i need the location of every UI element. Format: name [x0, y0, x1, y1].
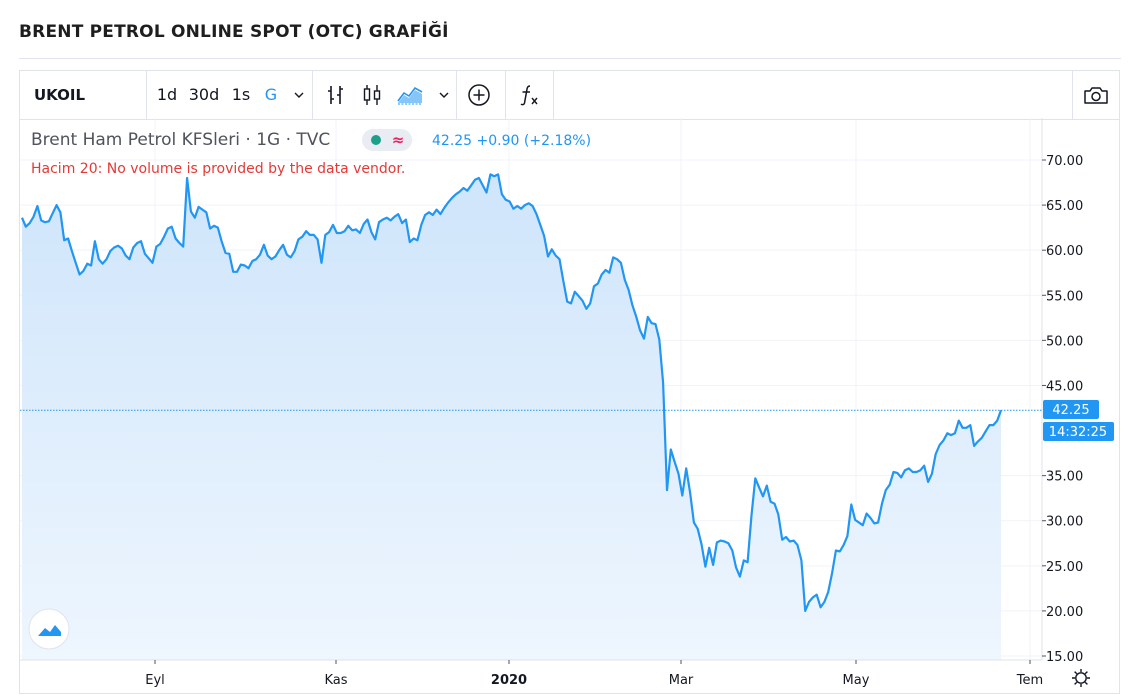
- last-price-text: 42.25: [1052, 403, 1089, 418]
- price-tick-label: 20.00: [1046, 605, 1083, 620]
- legend-separator: ·: [245, 130, 251, 150]
- legend-series-name: Brent Ham Petrol KFSleri: [31, 130, 240, 150]
- symbol-search-button[interactable]: UKOIL: [34, 86, 86, 104]
- compare-add-icon[interactable]: [467, 83, 491, 107]
- price-tick-label: 50.00: [1046, 334, 1083, 349]
- delayed-data-icon: ≈: [392, 131, 405, 149]
- toolbar-divider: [1072, 71, 1073, 119]
- legend-values: 42.25 +0.90 (+2.18%): [432, 133, 591, 149]
- series-legend[interactable]: Brent Ham Petrol KFSleri · 1G · TVC: [31, 130, 330, 150]
- legend-change-percent: (+2.18%): [523, 133, 592, 149]
- chart-style-dropdown-chevron-down-icon[interactable]: [438, 89, 450, 101]
- axis-settings-gear-icon[interactable]: [1072, 669, 1090, 687]
- interval-1d-button[interactable]: 1d: [156, 85, 178, 104]
- volume-indicator-note: Hacim 20: No volume is provided by the d…: [31, 161, 406, 177]
- price-series-line: [20, 173, 1003, 612]
- last-price-label: 42.25: [1043, 400, 1099, 419]
- indicators-fx-icon[interactable]: [518, 83, 544, 107]
- time-tick-label: Eyl: [145, 673, 165, 688]
- time-tick-label: Mar: [669, 673, 694, 688]
- price-tick-label: 15.00: [1046, 650, 1083, 665]
- title-divider: [19, 58, 1121, 59]
- market-open-dot-icon: [371, 135, 381, 145]
- bar-style-icon[interactable]: [324, 83, 348, 107]
- price-axis[interactable]: 70.00 65.00 60.00 55.00 50.00 45.00 35.00 30.00…: [1042, 154, 1083, 665]
- toolbar-divider: [505, 71, 506, 119]
- countdown-label: 14:32:25: [1043, 422, 1114, 441]
- time-axis[interactable]: Eyl Kas 2020 Mar May Tem: [145, 660, 1043, 688]
- legend-separator: ·: [285, 130, 292, 150]
- countdown-text: 14:32:25: [1049, 425, 1107, 440]
- snapshot-camera-icon[interactable]: [1082, 83, 1110, 107]
- price-area-fill: [22, 174, 1001, 660]
- interval-g-button[interactable]: G: [264, 85, 278, 104]
- toolbar-divider: [312, 71, 313, 119]
- legend-last-value: 42.25: [432, 133, 473, 149]
- legend-source: TVC: [296, 130, 331, 150]
- toolbar-divider: [553, 71, 554, 119]
- toolbar-divider: [146, 71, 147, 119]
- legend-interval: 1G: [256, 130, 281, 150]
- toolbar-divider: [456, 71, 457, 119]
- candle-style-icon[interactable]: [360, 83, 384, 107]
- area-style-icon[interactable]: [396, 83, 424, 107]
- price-tick-label: 60.00: [1046, 244, 1083, 259]
- price-tick-label: 70.00: [1046, 154, 1083, 169]
- time-tick-label: May: [843, 673, 870, 688]
- price-tick-label: 35.00: [1046, 470, 1083, 485]
- chart-toolbar: UKOIL 1d 30d 1s G: [20, 71, 1119, 120]
- price-tick-label: 65.00: [1046, 199, 1083, 214]
- price-tick-label: 55.00: [1046, 289, 1083, 304]
- market-status-badge[interactable]: ≈: [362, 129, 412, 151]
- time-tick-label: Kas: [324, 673, 347, 688]
- price-tick-label: 30.00: [1046, 515, 1083, 530]
- time-tick-label: Tem: [1016, 673, 1043, 688]
- interval-30d-button[interactable]: 30d: [188, 85, 220, 104]
- price-tick-label: 45.00: [1046, 379, 1083, 394]
- time-tick-label: 2020: [491, 673, 527, 688]
- legend-change: +0.90: [476, 133, 520, 149]
- interval-dropdown-chevron-down-icon[interactable]: [293, 89, 305, 101]
- tradingview-logo-button[interactable]: [28, 608, 70, 650]
- interval-1s-button[interactable]: 1s: [231, 85, 251, 104]
- price-tick-label: 25.00: [1046, 560, 1083, 575]
- page-title: BRENT PETROL ONLINE SPOT (OTC) GRAFİĞİ: [19, 22, 449, 42]
